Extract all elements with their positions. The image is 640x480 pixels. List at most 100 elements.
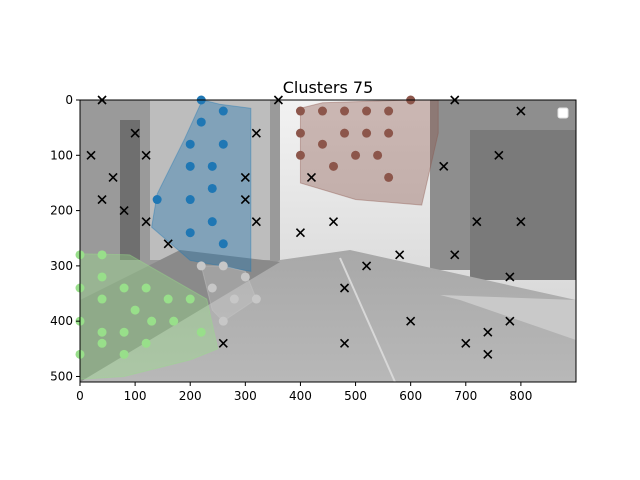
cluster-1-point-2 bbox=[317, 106, 327, 116]
outlier-marker-5 bbox=[251, 128, 261, 138]
outlier-marker-33 bbox=[461, 338, 471, 348]
y-tick-label-3: 300 bbox=[50, 259, 73, 273]
outlier-marker-31 bbox=[218, 338, 228, 348]
cluster-3-point-1 bbox=[218, 261, 228, 271]
cluster-1-point-10 bbox=[317, 139, 327, 149]
x-tick-label-7: 700 bbox=[454, 389, 477, 403]
cluster-2-point-14 bbox=[119, 327, 129, 337]
cluster-2-point-1 bbox=[97, 250, 107, 260]
cluster-0-point-5 bbox=[185, 161, 195, 171]
outlier-marker-6 bbox=[86, 150, 96, 160]
cluster-1-point-15 bbox=[384, 172, 394, 182]
cluster-0-point-11 bbox=[185, 228, 195, 238]
cluster-1-point-13 bbox=[295, 150, 305, 160]
cluster-0-point-12 bbox=[218, 239, 228, 249]
cluster-hull-2 bbox=[80, 253, 219, 380]
outlier-marker-12 bbox=[439, 161, 449, 171]
outlier-marker-26 bbox=[505, 272, 515, 282]
cluster-0-point-1 bbox=[218, 106, 228, 116]
outlier-marker-21 bbox=[295, 228, 306, 238]
cluster-1-point-1 bbox=[295, 106, 305, 116]
cluster-2-point-13 bbox=[97, 327, 107, 337]
outlier-marker-30 bbox=[483, 327, 493, 337]
x-tick-label-3: 300 bbox=[234, 389, 257, 403]
cluster-1-point-3 bbox=[340, 106, 350, 116]
cluster-0-point-4 bbox=[218, 139, 228, 149]
cluster-2-point-17 bbox=[141, 338, 151, 348]
cluster-1-point-6 bbox=[295, 128, 305, 138]
outlier-marker-11 bbox=[306, 172, 317, 182]
cluster-0-point-9 bbox=[185, 195, 195, 205]
x-tick-label-4: 400 bbox=[289, 389, 312, 403]
x-tick-label-0: 0 bbox=[76, 389, 84, 403]
outlier-marker-14 bbox=[240, 194, 250, 205]
cluster-3-point-0 bbox=[196, 261, 206, 271]
plot-frame bbox=[79, 99, 577, 383]
cluster-2-point-12 bbox=[169, 316, 179, 326]
outlier-marker-22 bbox=[163, 239, 173, 249]
cluster-1-point-7 bbox=[340, 128, 350, 138]
outlier-marker-17 bbox=[251, 217, 261, 227]
legend-box bbox=[557, 107, 569, 119]
cluster-0-point-8 bbox=[152, 195, 162, 205]
cluster-2-point-15 bbox=[196, 327, 206, 337]
outlier-marker-20 bbox=[516, 217, 526, 227]
outlier-marker-27 bbox=[339, 283, 350, 293]
cluster-hull-1 bbox=[299, 100, 439, 206]
cluster-2-point-11 bbox=[147, 316, 157, 326]
outlier-marker-3 bbox=[516, 106, 526, 116]
outlier-marker-7 bbox=[141, 150, 151, 160]
outlier-marker-18 bbox=[328, 217, 339, 227]
outlier-marker-8 bbox=[494, 150, 504, 160]
cluster-1-point-8 bbox=[362, 128, 372, 138]
outlier-marker-15 bbox=[119, 206, 129, 216]
outlier-marker-13 bbox=[97, 194, 107, 205]
cluster-1-point-11 bbox=[351, 150, 361, 160]
cluster-2-point-9 bbox=[130, 305, 140, 315]
cluster-0-point-6 bbox=[207, 161, 217, 171]
outlier-marker-23 bbox=[395, 250, 405, 260]
y-tick-label-4: 400 bbox=[50, 314, 73, 328]
cluster-0-point-2 bbox=[196, 117, 206, 127]
background-photo bbox=[80, 100, 576, 382]
outlier-marker-34 bbox=[483, 349, 493, 359]
cluster-1-point-5 bbox=[384, 106, 394, 116]
x-tick-label-8: 800 bbox=[509, 389, 532, 403]
outlier-marker-16 bbox=[141, 217, 151, 227]
cluster-2-point-7 bbox=[163, 294, 173, 304]
y-tick-label-2: 200 bbox=[50, 204, 73, 218]
cluster-2-point-6 bbox=[97, 294, 107, 304]
outlier-marker-25 bbox=[362, 261, 372, 271]
x-tick-label-6: 600 bbox=[399, 389, 422, 403]
cluster-2-point-4 bbox=[119, 283, 129, 293]
outlier-marker-4 bbox=[130, 128, 140, 138]
x-tick-label-1: 100 bbox=[124, 389, 147, 403]
cluster-2-point-2 bbox=[97, 272, 107, 282]
cluster-3-point-6 bbox=[218, 316, 228, 326]
cluster-2-point-5 bbox=[141, 283, 151, 293]
cluster-3-point-5 bbox=[251, 294, 261, 304]
y-tick-label-1: 100 bbox=[50, 148, 73, 162]
x-tick-label-2: 200 bbox=[179, 389, 202, 403]
cluster-2-point-16 bbox=[97, 338, 107, 348]
outlier-marker-10 bbox=[240, 172, 250, 182]
outlier-marker-32 bbox=[339, 338, 350, 348]
chart-title: Clusters 75 bbox=[283, 78, 374, 97]
outlier-marker-24 bbox=[450, 250, 460, 260]
cluster-0-point-10 bbox=[207, 217, 217, 227]
outlier-marker-28 bbox=[406, 316, 416, 326]
outlier-marker-29 bbox=[505, 316, 515, 326]
cluster-2-point-8 bbox=[185, 294, 195, 304]
cluster-3-point-3 bbox=[207, 283, 217, 293]
y-tick-label-5: 500 bbox=[50, 369, 73, 383]
cluster-1-point-14 bbox=[329, 161, 339, 171]
x-tick-label-5: 500 bbox=[344, 389, 367, 403]
cluster-0-point-3 bbox=[185, 139, 195, 149]
outlier-marker-9 bbox=[108, 172, 118, 182]
cluster-2-point-18 bbox=[119, 349, 129, 359]
cluster-1-point-9 bbox=[384, 128, 394, 138]
y-tick-label-0: 0 bbox=[65, 93, 73, 107]
cluster-3-point-2 bbox=[240, 272, 250, 282]
outlier-marker-19 bbox=[472, 217, 482, 227]
